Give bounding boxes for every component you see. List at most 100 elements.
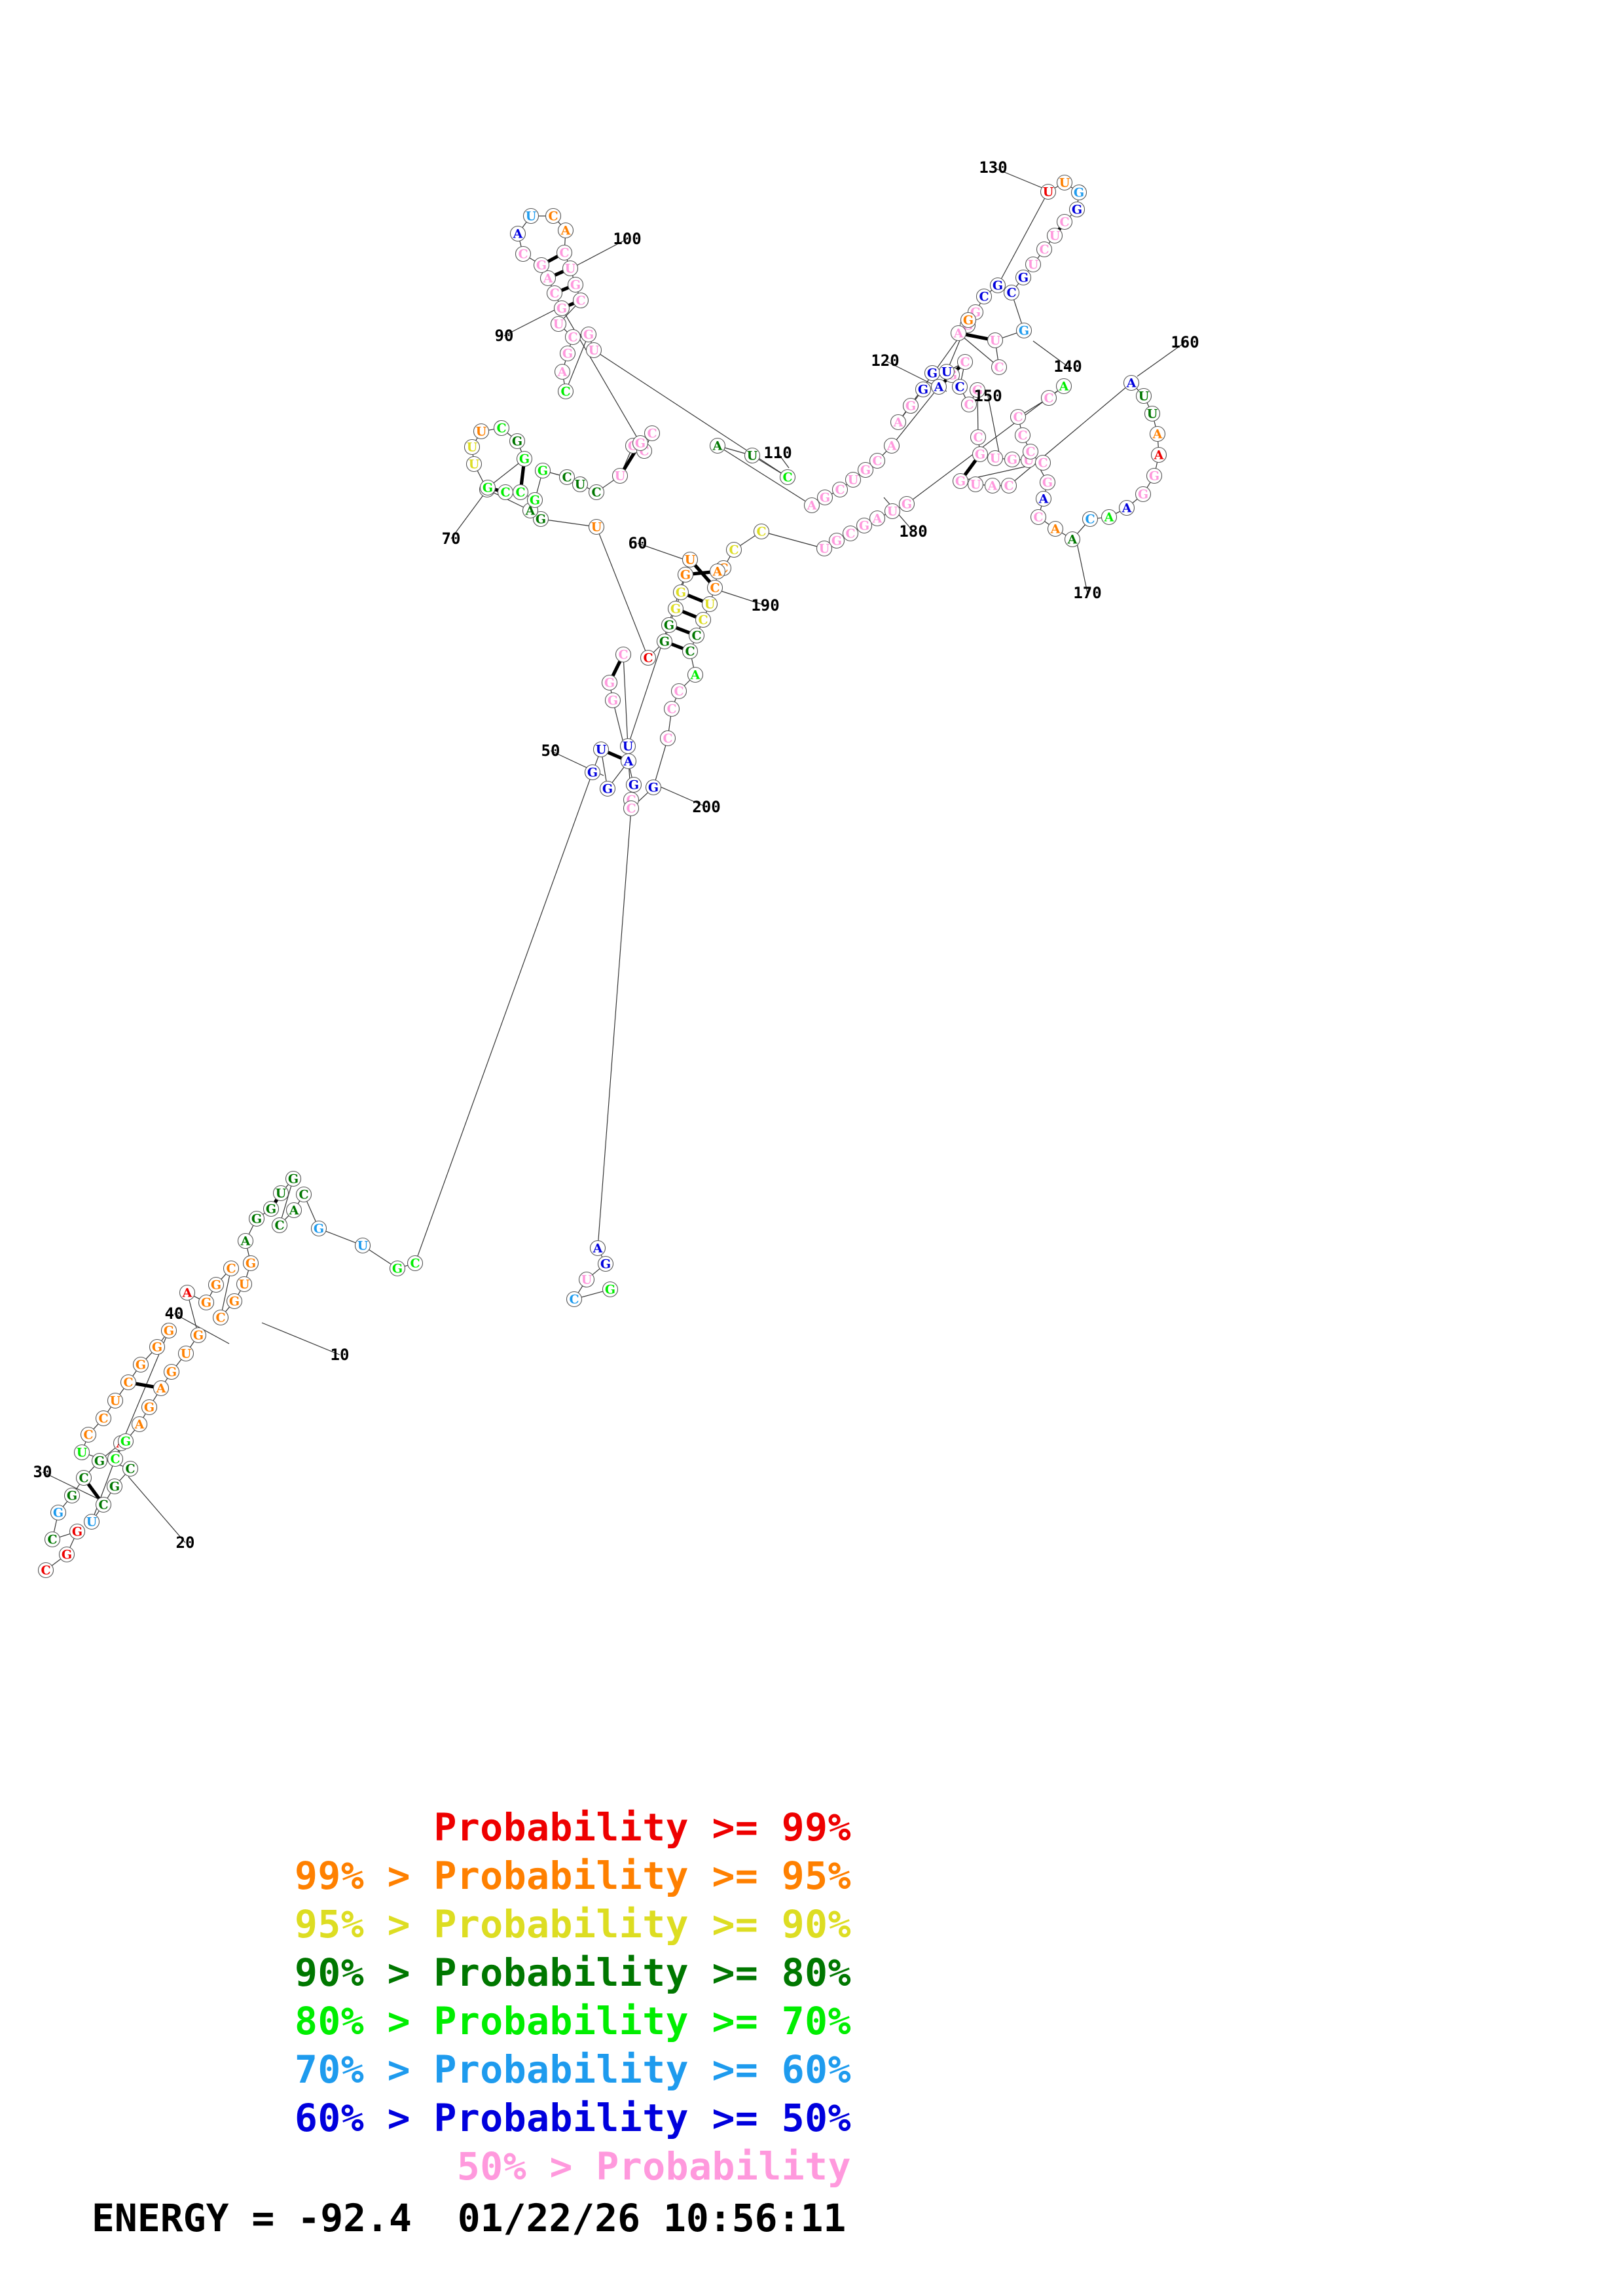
nucleotide-letter: G [602,782,613,797]
nucleotide: G [58,1546,75,1563]
nucleotide: C [688,627,705,644]
nucleotide: G [69,1523,86,1540]
nucleotide-circle [588,518,605,535]
nucleotide: C [779,469,796,486]
nucleotide-letter: C [569,1293,579,1307]
backbone-segment [96,1511,100,1516]
nucleotide: C [991,359,1008,376]
nucleotide-circle [272,1185,289,1202]
nucleotide-letter: C [666,702,676,717]
nucleotide-circle [1064,531,1081,548]
nucleotide-circle [663,700,680,717]
nucleotide-letter: A [134,1418,145,1432]
nucleotide-circle [578,1271,595,1288]
backbone-segment [592,1268,600,1276]
nucleotide-circle [915,381,932,398]
nucleotide-letter: C [79,1471,88,1486]
nucleotide-circle [972,446,989,463]
nucleotide-letter: A [690,668,701,683]
nucleotide-letter: G [392,1262,403,1276]
nucleotide-circle [556,244,573,261]
nucleotide: G [602,1281,619,1298]
nucleotide-letter: G [1074,186,1084,200]
nucleotide-letter: G [670,602,681,617]
nucleotide: G [656,633,673,650]
nucleotide-letter: A [557,365,568,380]
nucleotide-circle [1039,474,1056,491]
nucleotide-letter: C [691,629,701,643]
nucleotide: G [672,584,689,601]
nucleotide-circle [242,1255,259,1272]
nucleotide-letter: A [1104,511,1114,525]
nucleotide: U [588,518,605,535]
nucleotide-circle [285,1170,302,1187]
nucleotide: G [516,450,533,467]
backbone-segment [558,221,561,225]
backbone-segment [519,240,522,247]
nucleotide-letter: U [1139,389,1150,404]
nucleotide-circle [672,584,689,601]
backbone-segment [284,1215,289,1221]
nucleotide-circle [493,420,510,437]
nucleotide: C [564,329,581,346]
nucleotide: C [706,579,723,596]
nucleotide-letter: A [1154,448,1164,463]
nucleotide: C [107,1450,124,1467]
position-label: 70 [442,529,461,548]
nucleotide: G [661,617,678,634]
nucleotide: C [976,288,993,305]
backbone-segment [564,329,568,332]
nucleotide: C [670,683,687,700]
nucleotide-circle [285,1202,302,1219]
nucleotide-circle [753,523,770,540]
nucleotide: U [473,423,490,440]
nucleotide: G [248,1210,265,1227]
position-label: 170 [1073,584,1101,602]
nucleotide-letter: C [1006,286,1016,300]
backbone-segment [297,1200,301,1204]
nucleotide-circle [950,325,967,342]
backbone-segment [519,448,522,452]
nucleotide-circle [869,452,886,469]
nucleotide-letter: C [756,525,766,539]
nucleotide-circle [95,1496,112,1513]
nucleotide-letter: U [819,542,830,556]
nucleotide: C [659,730,676,747]
nucleotide: C [546,285,563,302]
nucleotide: A [557,222,574,239]
nucleotide: C [1034,454,1051,471]
nucleotide-letter: G [512,435,522,449]
nucleotide-letter: C [674,685,684,699]
nucleotide-letter: C [1004,479,1013,493]
nucleotide: A [687,666,704,683]
nucleotide-circle [83,1513,100,1530]
nucleotide-circle [1150,446,1167,463]
position-leader-line [261,1322,340,1355]
nucleotide-letter: C [98,1412,108,1426]
nucleotide-letter: G [246,1257,256,1271]
nucleotide-letter: U [1147,407,1158,422]
backbone-segment [602,757,607,781]
nucleotide-circle [951,378,968,395]
backbone-segment [727,556,731,562]
nucleotide-letter: A [240,1234,251,1249]
nucleotide: G [902,397,919,414]
nucleotide-circle [842,525,859,542]
base-pair-bond [547,255,559,263]
nucleotide-circle [816,489,833,506]
nucleotide-letter: C [41,1564,50,1578]
nucleotide-letter: A [1067,533,1078,547]
nucleotide: G [857,461,874,478]
nucleotide: G [645,779,662,796]
nucleotide: C [753,523,770,540]
nucleotide: G [1068,201,1085,218]
nucleotide: U [522,207,539,224]
nucleotide-letter: C [1013,410,1023,425]
backbone-segment [477,470,484,484]
nucleotide: A [539,270,556,287]
nucleotide-circle [522,207,539,224]
nucleotide-circle [580,326,597,343]
nucleotide-circle [107,1450,124,1467]
nucleotide: A [1035,490,1052,507]
nucleotide-letter: G [1072,203,1082,217]
